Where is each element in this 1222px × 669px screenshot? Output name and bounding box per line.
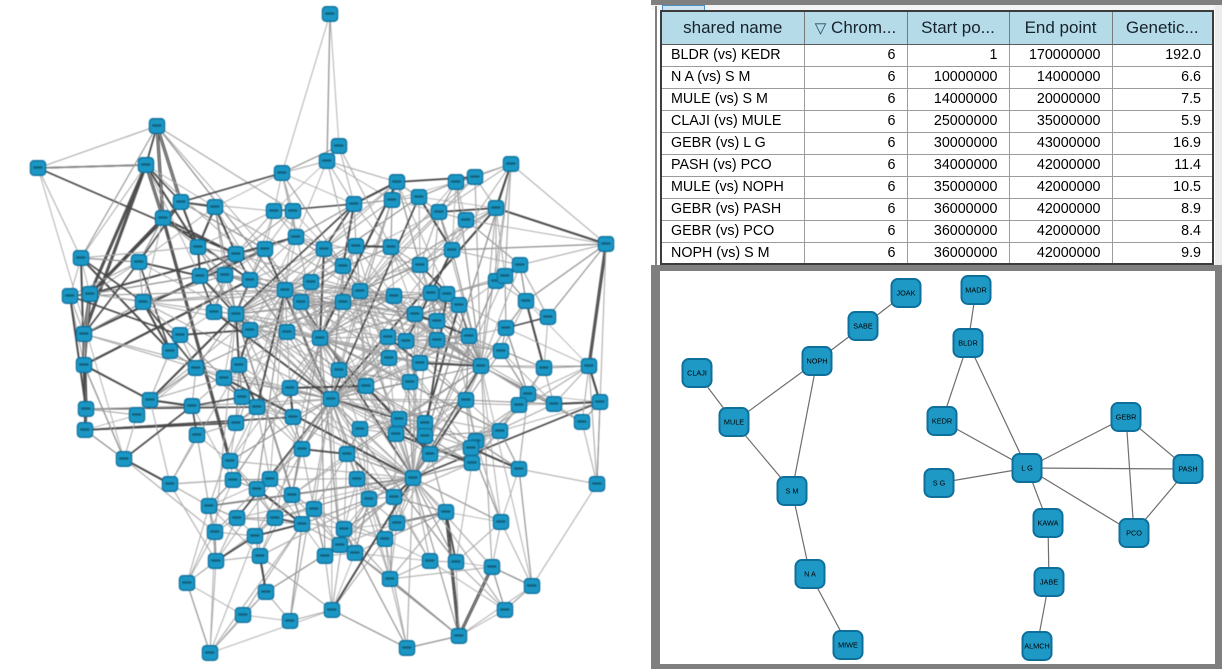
svg-text:SABE: SABE bbox=[853, 322, 873, 331]
svg-text:JABE: JABE bbox=[1040, 578, 1058, 587]
svg-text:S M: S M bbox=[786, 487, 799, 496]
svg-text:ALMCH: ALMCH bbox=[1024, 642, 1050, 651]
svg-text:MIWE: MIWE bbox=[838, 641, 858, 650]
svg-text:CLAJI: CLAJI bbox=[687, 369, 707, 378]
svg-text:NOPH: NOPH bbox=[806, 357, 827, 366]
svg-text:MADR: MADR bbox=[965, 286, 987, 295]
svg-text:GEBR: GEBR bbox=[1116, 413, 1137, 422]
svg-text:KEDR: KEDR bbox=[932, 417, 952, 426]
svg-text:JOAK: JOAK bbox=[896, 289, 915, 298]
svg-text:KAWA: KAWA bbox=[1038, 519, 1059, 528]
svg-text:S G: S G bbox=[933, 479, 946, 488]
svg-text:PASH: PASH bbox=[1178, 465, 1197, 474]
svg-text:MULE: MULE bbox=[724, 418, 744, 427]
svg-text:BLDR: BLDR bbox=[958, 339, 977, 348]
svg-text:L G: L G bbox=[1021, 464, 1033, 473]
svg-text:N A: N A bbox=[804, 570, 816, 579]
svg-text:PCO: PCO bbox=[1126, 529, 1142, 538]
